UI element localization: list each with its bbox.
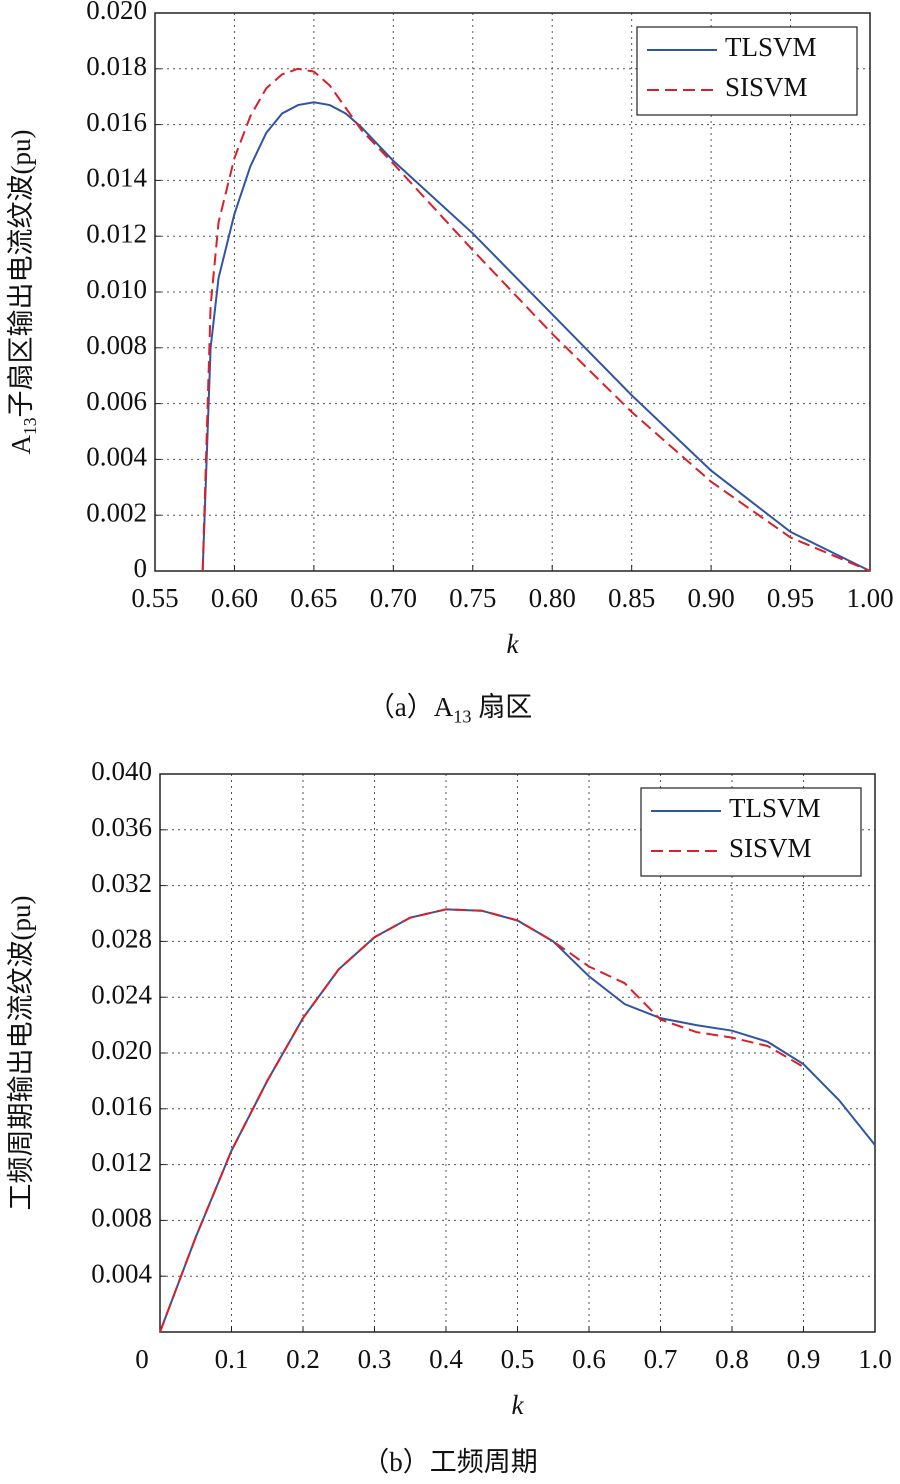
y-tick-label: 0.004 <box>91 1258 152 1288</box>
y-tick-label: 0 <box>134 553 148 583</box>
x-tick-label: 0.95 <box>767 583 814 613</box>
y-axis-label-sub: 13 <box>20 417 40 435</box>
y-tick-label: 0.040 <box>91 756 152 786</box>
x-tick-label: 0.80 <box>529 583 576 613</box>
x-tick-label: 0.55 <box>131 583 178 613</box>
y-tick-label: 0.018 <box>86 51 147 81</box>
y-tick-label: 0.036 <box>91 812 152 842</box>
caption: （a）A13 扇区 <box>368 692 532 726</box>
y-tick-label: 0.010 <box>86 274 147 304</box>
x-tick-label: 0.9 <box>787 1344 821 1374</box>
y-axis-label: A13子扇区输出电流纹波(pu) <box>6 129 40 454</box>
y-tick-label: 0.004 <box>86 442 147 472</box>
x-tick-label: 1.0 <box>858 1344 892 1374</box>
y-tick-label: 0.024 <box>91 979 152 1009</box>
x-tick-label: 0.70 <box>370 583 417 613</box>
legend-box <box>640 787 862 877</box>
x-tick-label: 0.8 <box>715 1344 749 1374</box>
y-tick-label: 0.008 <box>91 1203 152 1233</box>
x-tick-label: 1.00 <box>846 583 893 613</box>
series-line <box>201 101 871 572</box>
x-tick-label: 0.65 <box>290 583 337 613</box>
y-tick-label: 0.012 <box>86 218 147 248</box>
y-tick-label: 0.020 <box>91 1035 152 1065</box>
x-tick-label: 0.6 <box>572 1344 606 1374</box>
y-axis-label-rest: 子扇区输出电流纹波(pu) <box>6 129 36 417</box>
x-tick-label: 0 <box>135 1344 149 1374</box>
y-tick-label: 0.028 <box>91 924 152 954</box>
y-tick-label: 0.032 <box>91 868 152 898</box>
x-tick-label: 0.4 <box>429 1344 463 1374</box>
y-tick-label: 0.016 <box>91 1091 152 1121</box>
x-tick-label: 0.1 <box>215 1344 249 1374</box>
y-tick-label: 0.002 <box>86 497 147 527</box>
plot-frame <box>154 12 871 572</box>
x-tick-label: 0.3 <box>358 1344 392 1374</box>
y-axis-label: 工频周期输出电流纹波(pu) <box>6 896 36 1211</box>
x-tick-label: 0.60 <box>211 583 258 613</box>
y-tick-label: 0.006 <box>86 386 147 416</box>
y-tick-label: 0.008 <box>86 330 147 360</box>
legend-label: SISVM <box>725 72 808 102</box>
x-tick-label: 0.7 <box>644 1344 678 1374</box>
x-tick-label: 0.2 <box>286 1344 320 1374</box>
y-tick-label: 0.020 <box>86 0 147 25</box>
caption-sub: 13 <box>453 707 471 727</box>
series-line <box>159 908 805 1333</box>
plot-frame <box>159 773 876 1333</box>
caption-rest: 扇区 <box>471 692 532 722</box>
legend-box <box>636 26 858 116</box>
legend-label: TLSVM <box>725 32 817 62</box>
x-axis-label: k <box>512 1390 525 1420</box>
y-tick-label: 0.012 <box>91 1147 152 1177</box>
x-tick-label: 0.5 <box>501 1344 535 1374</box>
series-line <box>201 67 871 572</box>
x-tick-label: 0.85 <box>608 583 655 613</box>
caption-main: （a）A <box>368 692 454 722</box>
y-tick-label: 0.016 <box>86 107 147 137</box>
legend-label: SISVM <box>729 833 812 863</box>
x-tick-label: 0.75 <box>449 583 496 613</box>
x-tick-label: 0.90 <box>687 583 734 613</box>
caption: （b）工频周期 <box>362 1447 538 1477</box>
x-axis-label: k <box>507 629 520 659</box>
y-axis-label-main: A <box>6 435 36 455</box>
legend-label: TLSVM <box>729 793 821 823</box>
y-tick-label: 0.014 <box>86 163 147 193</box>
